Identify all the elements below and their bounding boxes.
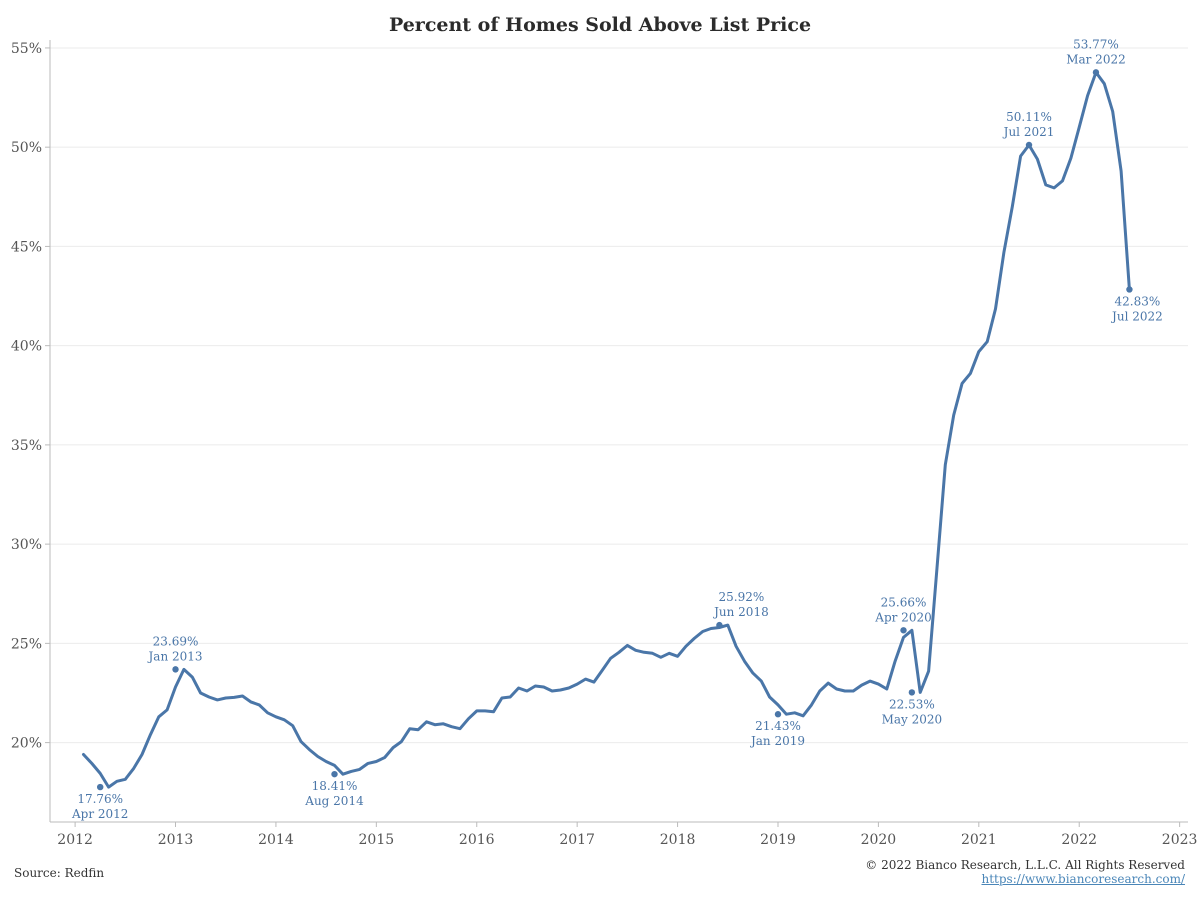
annotation-point — [1025, 141, 1033, 149]
annotation-point — [172, 666, 179, 673]
annotation-point — [774, 711, 782, 718]
annotation-date: Apr 2012 — [71, 807, 128, 821]
annotation-date: Jan 2013 — [146, 649, 202, 663]
annotation-date: Jul 2022 — [1110, 309, 1163, 323]
y-tick-label: 20% — [11, 736, 42, 752]
x-tick-label: 2022 — [1061, 832, 1097, 848]
y-tick-label: 30% — [11, 537, 42, 553]
annotation-point — [1126, 286, 1133, 293]
annotations: 17.76%Apr 2012 23.69%Jan 2013 18.41%Aug 20… — [71, 37, 1163, 821]
y-tick-label: 55% — [11, 41, 42, 57]
annotation-date: May 2020 — [882, 712, 943, 726]
annotation-point — [97, 783, 104, 791]
x-tick-label: 2019 — [760, 832, 796, 848]
annotation-value: 18.41% — [312, 779, 358, 793]
annotation-value: 42.83% — [1115, 294, 1161, 308]
x-tick-label: 2013 — [158, 832, 194, 848]
data-series — [82, 70, 1131, 789]
annotation-value: 50.11% — [1006, 110, 1052, 124]
x-tick-label: 2018 — [660, 832, 696, 848]
annotation-date: Aug 2014 — [304, 794, 364, 808]
y-tick-label: 40% — [11, 339, 42, 355]
annotation-value: 25.92% — [719, 590, 765, 604]
series-line — [82, 70, 1131, 789]
annotation-date: Jun 2018 — [712, 605, 769, 619]
website-link[interactable]: https://www.biancoresearch.com/ — [981, 872, 1185, 886]
annotation-value: 17.76% — [77, 792, 123, 806]
annotation-value: 23.69% — [153, 634, 199, 648]
x-tick-label: 2012 — [57, 832, 93, 848]
copyright-note: © 2022 Bianco Research, L.L.C. All Right… — [865, 858, 1185, 872]
annotation-point — [900, 627, 907, 634]
y-tick-label: 50% — [11, 140, 42, 156]
annotation-value: 21.43% — [755, 719, 801, 733]
annotation-date: Mar 2022 — [1066, 52, 1126, 66]
axes — [45, 40, 1188, 827]
chart-title: Percent of Homes Sold Above List Price — [388, 14, 812, 36]
y-tick-label: 25% — [11, 636, 42, 652]
annotation-date: Jul 2021 — [1002, 125, 1055, 139]
y-tick-label: 45% — [11, 239, 42, 255]
y-tick-label: 35% — [11, 438, 42, 454]
annotation-date: Jan 2019 — [749, 734, 805, 748]
source-note: Source: Redfin — [14, 866, 105, 880]
x-tick-label: 2017 — [559, 832, 595, 848]
x-tick-label: 2016 — [459, 832, 495, 848]
x-tick-label: 2015 — [359, 832, 395, 848]
annotation-value: 53.77% — [1073, 37, 1119, 51]
annotation-value: 22.53% — [889, 697, 935, 711]
gridlines — [50, 47, 1188, 744]
annotation-date: Apr 2020 — [874, 610, 931, 624]
annotation-point — [1092, 69, 1100, 76]
y-axis-ticks: 20% 25% 30% 35% 40% 45% 50% 55% — [11, 41, 42, 752]
annotation-point — [331, 770, 338, 778]
annotation-point — [716, 621, 723, 629]
x-axis-ticks: 2012 2013 2014 2015 2016 2017 2018 2019 2020 2021… — [57, 832, 1197, 848]
annotation-value: 25.66% — [881, 595, 927, 609]
x-tick-label: 2021 — [961, 832, 997, 848]
annotation-point — [908, 689, 916, 696]
x-tick-label: 2020 — [861, 832, 897, 848]
x-tick-label: 2014 — [258, 832, 294, 848]
x-tick-label: 2023 — [1162, 832, 1198, 848]
